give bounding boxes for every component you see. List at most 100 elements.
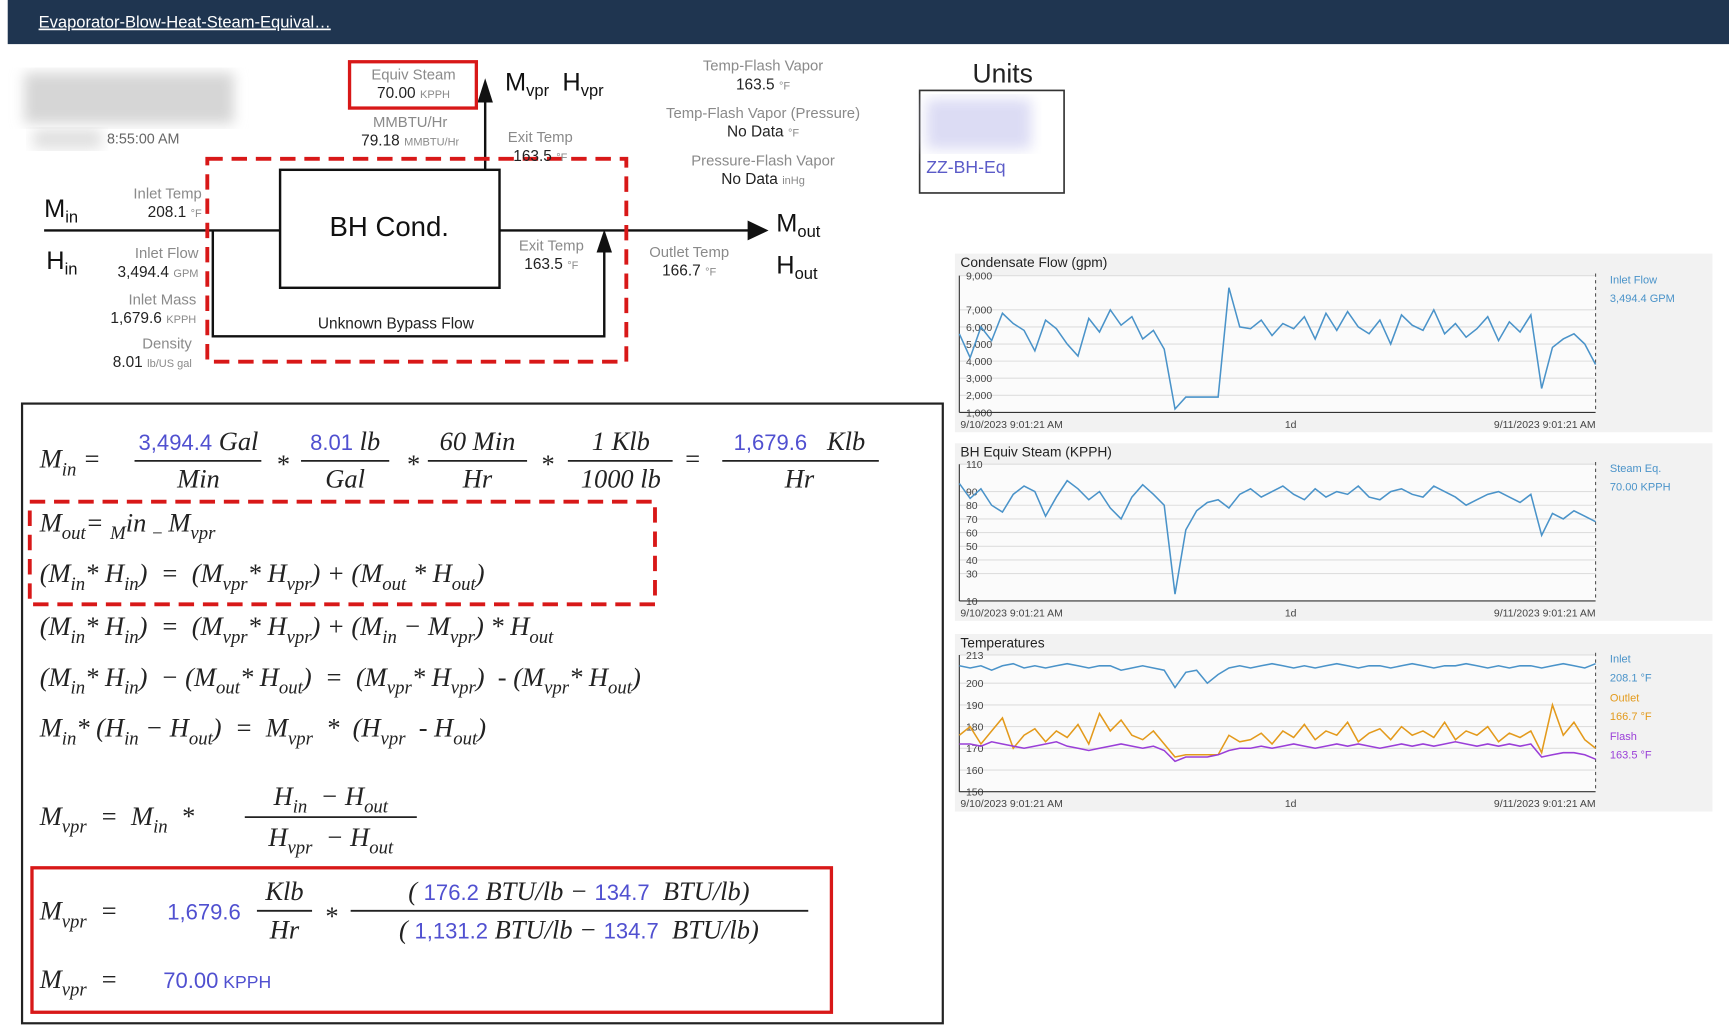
formula: * bbox=[276, 449, 290, 479]
value: 163.5 bbox=[513, 148, 552, 165]
formula-part: lb bbox=[353, 426, 380, 456]
subscript: out bbox=[369, 837, 394, 858]
formula: (Min* Hin) = (Mvpr* Hvpr) + (Min − Mvpr)… bbox=[40, 611, 554, 648]
stream-symbol: Hvpr bbox=[562, 68, 604, 100]
field-label: Exit Temp bbox=[508, 130, 573, 146]
formula-part: ) + (M bbox=[310, 611, 385, 641]
x-tick-label: 1d bbox=[1285, 799, 1297, 810]
formula-part: 1,679.6 bbox=[734, 430, 808, 455]
y-tick-label: 170 bbox=[966, 744, 984, 755]
legend-value: 166.7 °F bbox=[1610, 711, 1652, 723]
formula: Mvpr = Min * bbox=[39, 801, 195, 838]
stream-symbol: Hout bbox=[776, 251, 818, 283]
field-label: Density bbox=[142, 336, 192, 352]
subscript: vpr bbox=[381, 728, 407, 749]
formula-part: = bbox=[684, 444, 702, 474]
field-value: 3,494.4 GPM bbox=[118, 264, 199, 281]
subscript: in bbox=[293, 797, 308, 818]
formula: 70.00 KPPH bbox=[163, 968, 271, 993]
subscript: vpr bbox=[544, 678, 570, 699]
arrow-head bbox=[747, 220, 769, 241]
highlight-box bbox=[30, 866, 834, 1014]
formula-part: ) + (M bbox=[310, 558, 385, 588]
highlight-dashed bbox=[205, 156, 629, 364]
legend-name: Flash bbox=[1610, 731, 1637, 743]
subscript: in bbox=[382, 627, 397, 648]
formula: 1,679.6 Klb bbox=[734, 426, 866, 456]
subscript: vpr bbox=[223, 574, 249, 595]
field-value: 163.5 °F bbox=[513, 148, 567, 165]
chart-title: Condensate Flow (gpm) bbox=[960, 255, 1107, 270]
formula-part: = bbox=[87, 964, 118, 994]
formula: Min* (Hin − Hout) = Mvpr * (Hvpr - Hout) bbox=[39, 713, 486, 750]
formula-part: H bbox=[273, 781, 295, 811]
value: 79.18 bbox=[361, 133, 400, 150]
subscript: vpr bbox=[450, 627, 476, 648]
subscript: vpr bbox=[287, 627, 313, 648]
formula-part: BTU/lb) bbox=[650, 876, 750, 906]
formula-part: * H bbox=[248, 558, 289, 588]
formula-part: * (H bbox=[313, 713, 382, 743]
formula-part: Hr bbox=[784, 463, 815, 493]
page-title[interactable]: Evaporator-Blow-Heat-Steam-Equival… bbox=[39, 13, 331, 32]
formula-part: * H bbox=[85, 611, 126, 641]
formula-part: M bbox=[39, 713, 64, 743]
value: No Data bbox=[727, 124, 784, 141]
subscript: in bbox=[71, 678, 86, 699]
series-line bbox=[958, 479, 1596, 595]
field-value: 163.5 °F bbox=[524, 256, 578, 273]
subscript: vpr bbox=[451, 678, 477, 699]
formula: Gal bbox=[325, 463, 365, 493]
formula-part: H bbox=[267, 822, 289, 852]
subscript: out bbox=[382, 574, 407, 595]
stream-symbol: Mvpr bbox=[505, 68, 550, 100]
subscript: vpr bbox=[62, 817, 88, 838]
field-value: No Data inHg bbox=[721, 171, 805, 188]
formula-part: ) - (M bbox=[474, 662, 546, 692]
subscript: in bbox=[62, 459, 77, 480]
plot-area bbox=[959, 654, 1596, 792]
subscript: in bbox=[65, 260, 78, 279]
value: 208.1 bbox=[148, 204, 187, 221]
symbol: H bbox=[46, 247, 64, 275]
subscript: in bbox=[153, 817, 168, 838]
field-value: 1,679.6 KPPH bbox=[110, 310, 196, 327]
subscript: M bbox=[109, 523, 127, 544]
formula-part: 70.00 bbox=[163, 968, 218, 993]
field-label: Temp-Flash Vapor (Pressure) bbox=[666, 106, 860, 122]
value: 166.7 bbox=[662, 263, 701, 280]
condenser-label: BH Cond. bbox=[330, 211, 449, 242]
formula: Hvpr − Hout bbox=[267, 822, 394, 859]
formula-part: (M bbox=[40, 558, 73, 588]
subscript: out bbox=[452, 574, 477, 595]
formula-part: (M bbox=[40, 662, 73, 692]
field-value: 208.1 °F bbox=[148, 204, 202, 221]
formula-part: M bbox=[39, 801, 64, 831]
formula-part: = M bbox=[87, 801, 155, 831]
formula-part: * bbox=[540, 449, 554, 479]
arrow-head bbox=[596, 229, 612, 253]
value: 70.00 bbox=[377, 85, 416, 102]
units-link[interactable]: ZZ-BH-Eq bbox=[926, 157, 1005, 177]
y-tick-label: 10 bbox=[966, 597, 978, 608]
formula: 1,679.6 bbox=[167, 900, 241, 925]
subscript: in bbox=[124, 574, 139, 595]
subscript: out bbox=[364, 797, 389, 818]
formula: Hr bbox=[784, 463, 815, 493]
y-tick-label: 4,000 bbox=[966, 357, 992, 368]
formula-part: 3,494.4 bbox=[139, 430, 213, 455]
formula-part: - H bbox=[406, 713, 456, 743]
symbol: M bbox=[44, 195, 65, 223]
y-tick-label: 50 bbox=[966, 542, 978, 553]
field-value: 70.00 KPPH bbox=[377, 85, 450, 102]
formula: Klb bbox=[264, 876, 303, 906]
formula-part: * bbox=[406, 449, 420, 479]
field-label: Inlet Mass bbox=[128, 292, 196, 308]
formula-part: Min bbox=[176, 463, 220, 493]
formula-part: Gal bbox=[325, 463, 365, 493]
subscript: in bbox=[124, 678, 139, 699]
formula-part: 1,131.2 bbox=[414, 918, 488, 943]
unit: KPPH bbox=[166, 314, 196, 326]
formula-part: ) bbox=[474, 558, 485, 588]
